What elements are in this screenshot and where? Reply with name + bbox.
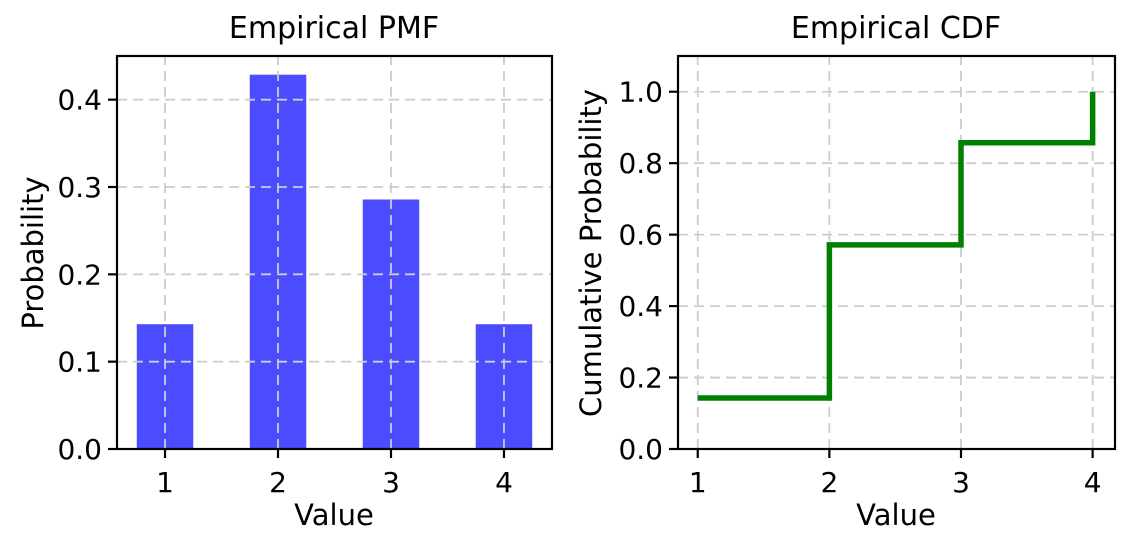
x-tick-label: 3 bbox=[952, 466, 970, 499]
y-tick-label: 0.1 bbox=[57, 346, 102, 379]
cdf-title: Empirical CDF bbox=[791, 11, 1001, 46]
pmf-title: Empirical PMF bbox=[229, 11, 439, 46]
cdf-ylabel: Cumulative Probability bbox=[574, 89, 608, 417]
y-tick-label: 0.0 bbox=[57, 433, 102, 466]
x-tick-label: 3 bbox=[382, 466, 400, 499]
x-tick-label: 2 bbox=[820, 466, 838, 499]
axes-spines bbox=[115, 54, 554, 451]
y-tick-label: 0.4 bbox=[57, 84, 102, 117]
cdf-step-line bbox=[697, 91, 1096, 401]
y-tick-label: 0.3 bbox=[57, 171, 102, 204]
y-tick-label: 0.8 bbox=[618, 147, 663, 180]
plot-areas: 1 2 3 4 0.0 0.1 0.2 0.3 0.4 1 2 3 4 0.0 0.2 0.4 0.6 0.8 1.… bbox=[57, 54, 1117, 499]
y-tick-label: 0.4 bbox=[618, 290, 663, 323]
x-tick-label: 2 bbox=[269, 466, 287, 499]
cdf-xlabel: Value bbox=[856, 498, 936, 532]
x-tick-label: 1 bbox=[156, 466, 174, 499]
cdf-axes-data bbox=[697, 91, 1096, 401]
cdf-axes: 1 2 3 4 0.0 0.2 0.4 0.6 0.8 1.0 bbox=[618, 54, 1117, 499]
x-tick-label: 4 bbox=[1084, 466, 1102, 499]
y-tick-label: 0.2 bbox=[57, 258, 102, 291]
x-tick-label: 4 bbox=[495, 466, 513, 499]
pmf-xlabel: Value bbox=[294, 498, 374, 532]
y-tick-label: 1.0 bbox=[618, 76, 663, 109]
y-tick-label: 0.0 bbox=[618, 433, 663, 466]
axes-spines bbox=[676, 54, 1117, 451]
y-tick-label: 0.6 bbox=[618, 219, 663, 252]
pmf-axes-data bbox=[136, 74, 533, 449]
pmf-ylabel: Probability bbox=[16, 176, 50, 329]
y-tick-label: 0.2 bbox=[618, 362, 663, 395]
pmf-axes: 1 2 3 4 0.0 0.1 0.2 0.3 0.4 bbox=[57, 54, 554, 499]
x-tick-label: 1 bbox=[689, 466, 707, 499]
cdf-axes-grid bbox=[678, 56, 1115, 450]
